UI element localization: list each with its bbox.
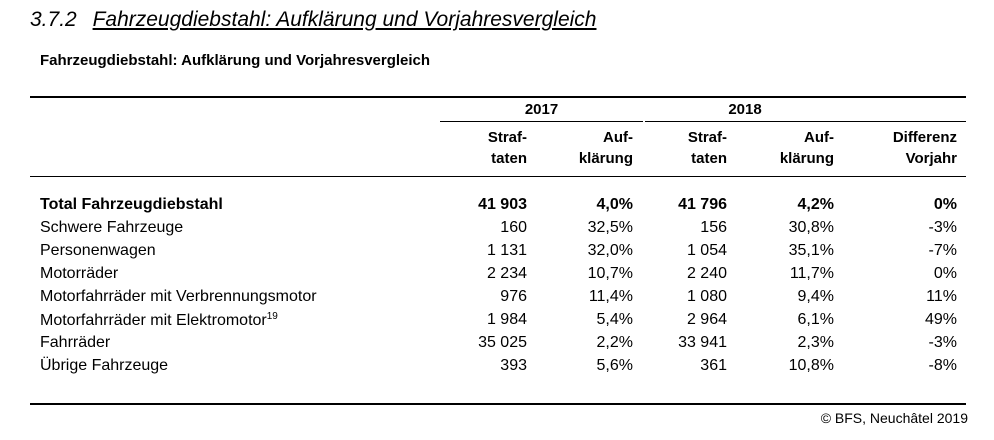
footnote-marker: 19 <box>266 311 278 322</box>
cell-aufklaerung-2017: 5,4% <box>596 311 633 328</box>
cell-straftaten-2018: 361 <box>700 357 727 374</box>
cell-aufklaerung-2017: 5,6% <box>596 357 633 374</box>
cell-straftaten-2017: 35 025 <box>478 334 527 351</box>
row-label: Schwere Fahrzeuge <box>40 219 184 236</box>
cell-aufklaerung-2017: 10,7% <box>587 265 633 282</box>
cell-straftaten-2017: 976 <box>500 288 527 305</box>
cell-differenz: -3% <box>928 219 957 236</box>
cell-aufklaerung-2018: 2,3% <box>797 334 834 351</box>
cell-aufklaerung-2017: 32,5% <box>587 219 633 236</box>
col-straftaten-2018: Straf-taten <box>687 129 727 167</box>
section-number: 3.7.2 <box>30 8 77 31</box>
table-top-rule <box>30 96 966 98</box>
cell-straftaten-2018: 1 054 <box>686 242 727 259</box>
cell-aufklaerung-2017: 32,0% <box>587 242 633 259</box>
section-heading: 3.7.2 Fahrzeugdiebstahl: Aufklärung und … <box>30 8 596 32</box>
table-row: Schwere Fahrzeuge 160 32,5% 156 30,8% -3% <box>0 219 994 242</box>
cell-straftaten-2017: 1 984 <box>486 311 527 328</box>
cell-straftaten-2017: 393 <box>500 357 527 374</box>
cell-straftaten-2017: 160 <box>500 219 527 236</box>
cell-differenz: 11% <box>926 288 957 305</box>
table-row: Fahrräder 35 025 2,2% 33 941 2,3% -3% <box>0 334 994 357</box>
cell-differenz: -7% <box>928 242 957 259</box>
row-label: Motorfahrräder mit Verbrennungsmotor <box>40 288 317 305</box>
cell-differenz: 0% <box>933 265 957 282</box>
cell-aufklaerung-2018: 9,4% <box>797 288 834 305</box>
cell-differenz: 0% <box>933 196 957 213</box>
cell-aufklaerung-2018: 35,1% <box>788 242 834 259</box>
row-label: Motorfahrräder mit Elektromotor19 <box>40 311 278 329</box>
table-row: Personenwagen 1 131 32,0% 1 054 35,1% -7% <box>0 242 994 265</box>
row-label: Motorräder <box>40 265 119 282</box>
col-aufklaerung-2018: Auf-klärung <box>779 129 834 167</box>
cell-straftaten-2018: 1 080 <box>686 288 727 305</box>
row-label: Übrige Fahrzeuge <box>40 357 169 374</box>
cell-straftaten-2017: 41 903 <box>478 196 527 213</box>
cell-aufklaerung-2017: 2,2% <box>596 334 633 351</box>
cell-aufklaerung-2017: 11,4% <box>588 288 633 305</box>
cell-aufklaerung-2018: 10,8% <box>788 357 834 374</box>
section-title: Fahrzeugdiebstahl: Aufklärung und Vorjah… <box>92 8 597 31</box>
table-row: Übrige Fahrzeuge 393 5,6% 361 10,8% -8% <box>0 357 994 380</box>
cell-aufklaerung-2018: 11,7% <box>789 265 834 282</box>
source-note: © BFS, Neuchâtel 2019 <box>820 410 968 426</box>
cell-aufklaerung-2017: 4,0% <box>596 196 633 213</box>
header-rule <box>30 176 966 177</box>
table-row: Motorräder 2 234 10,7% 2 240 11,7% 0% <box>0 265 994 288</box>
cell-straftaten-2018: 156 <box>700 219 727 236</box>
year-2017-header: 2017 <box>524 101 559 118</box>
cell-straftaten-2017: 1 131 <box>486 242 527 259</box>
cell-aufklaerung-2018: 6,1% <box>797 311 834 328</box>
cell-straftaten-2018: 2 964 <box>686 311 727 328</box>
row-label: Personenwagen <box>40 242 156 259</box>
table-row: Total Fahrzeugdiebstahl 41 903 4,0% 41 796 4… <box>0 196 994 219</box>
row-label: Fahrräder <box>40 334 111 351</box>
cell-differenz: -8% <box>928 357 957 374</box>
cell-aufklaerung-2018: 4,2% <box>797 196 834 213</box>
cell-differenz: 49% <box>924 311 957 328</box>
cell-straftaten-2018: 41 796 <box>678 196 727 213</box>
table-row: Motorfahrräder mit Verbrennungsmotor 976 1… <box>0 288 994 311</box>
cell-differenz: -3% <box>928 334 957 351</box>
cell-straftaten-2017: 2 234 <box>486 265 527 282</box>
row-label: Total Fahrzeugdiebstahl <box>40 196 223 213</box>
col-differenz-vorjahr: Differenz Vorjahr <box>892 129 957 167</box>
cell-straftaten-2018: 33 941 <box>678 334 727 351</box>
table-title: Fahrzeugdiebstahl: Aufklärung und Vorjah… <box>40 52 431 69</box>
cell-aufklaerung-2018: 30,8% <box>788 219 834 236</box>
year-2018-rule <box>645 121 966 122</box>
year-2018-header: 2018 <box>728 101 762 118</box>
table-bottom-rule <box>30 403 966 405</box>
year-2017-rule <box>440 121 643 122</box>
col-aufklaerung-2017: Auf-klärung <box>578 129 633 167</box>
cell-straftaten-2018: 2 240 <box>686 265 727 282</box>
table-row: Motorfahrräder mit Elektromotor19 1 984 5,… <box>0 311 994 334</box>
col-straftaten-2017: Straf-taten <box>487 129 527 167</box>
